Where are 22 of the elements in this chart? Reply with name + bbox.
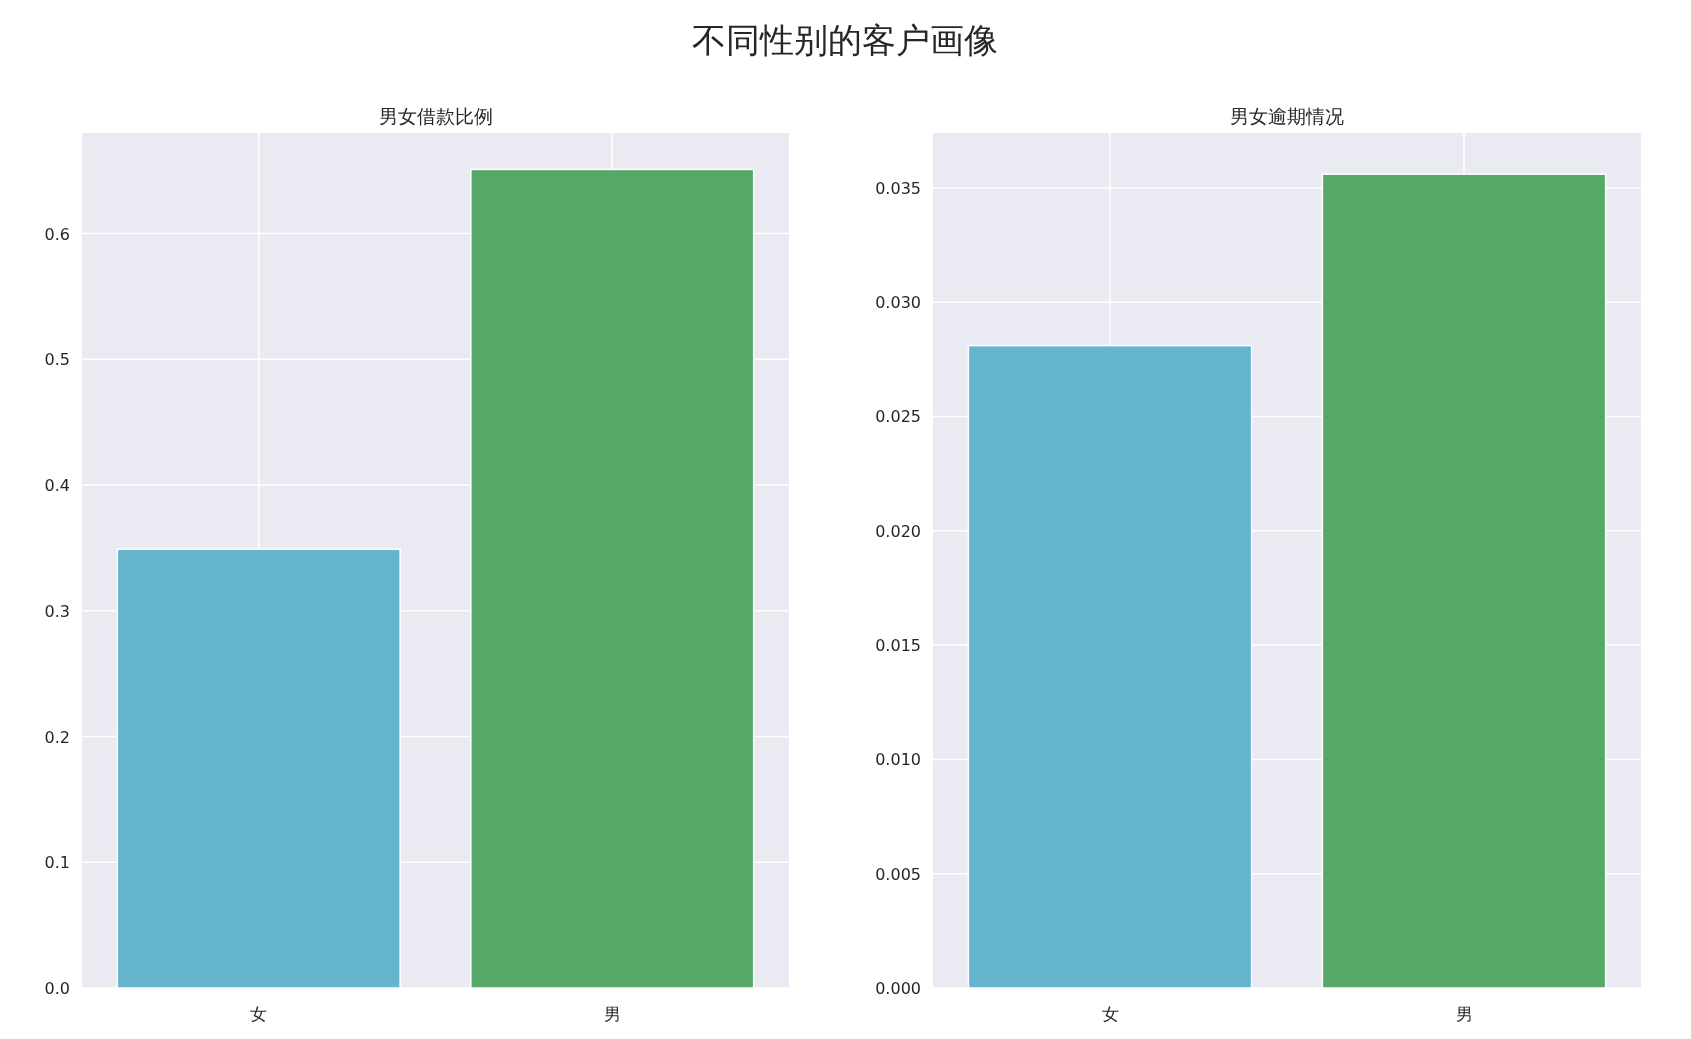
y-tick-label: 0.035 — [875, 178, 921, 198]
y-tick-label: 0.000 — [875, 979, 921, 998]
y-tick-label: 0.0 — [44, 979, 70, 998]
y-tick-label: 0.3 — [44, 601, 70, 621]
x-tick-label: 女 — [250, 1004, 268, 1024]
y-tick-label: 0.5 — [44, 350, 70, 370]
chart-subtitle: 男女逾期情况 — [1230, 105, 1344, 127]
y-tick-label: 0.015 — [875, 636, 921, 656]
y-tick-label: 0.005 — [875, 864, 921, 884]
chart-title: 不同性别的客户画像 — [692, 20, 998, 60]
y-tick-label: 0.025 — [875, 407, 921, 427]
x-tick-label: 男 — [1455, 1004, 1473, 1024]
y-tick-label: 0.020 — [875, 521, 921, 541]
y-tick-label: 0.6 — [44, 224, 70, 244]
y-tick-label: 0.010 — [875, 750, 921, 770]
y-tick-label: 0.2 — [44, 727, 70, 747]
y-tick-label: 0.1 — [44, 853, 70, 873]
x-tick-label: 女 — [1101, 1004, 1119, 1024]
y-tick-label: 0.4 — [44, 476, 70, 496]
chart-subtitle: 男女借款比例 — [378, 105, 493, 127]
x-tick-label: 男 — [603, 1004, 621, 1024]
y-tick-label: 0.030 — [875, 293, 921, 313]
